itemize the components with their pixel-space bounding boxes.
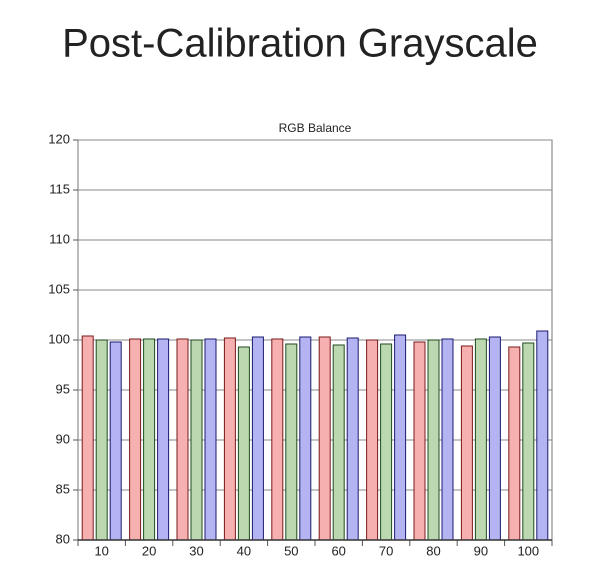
bar: [176, 338, 189, 541]
x-tick-label: 40: [237, 543, 251, 558]
y-tick-label: 85: [56, 481, 70, 496]
bar: [157, 338, 170, 541]
bar: [237, 346, 250, 541]
bar: [522, 342, 535, 541]
y-tick-label: 115: [49, 181, 70, 196]
bar: [271, 338, 284, 541]
bar: [380, 343, 393, 541]
y-tick-label: 110: [49, 231, 70, 246]
bar: [109, 341, 122, 541]
bar: [413, 341, 426, 541]
x-tick-label: 70: [379, 543, 393, 558]
bar: [366, 339, 379, 541]
bar: [81, 335, 94, 541]
x-tick-label: 90: [474, 543, 488, 558]
bar: [190, 339, 203, 541]
y-tick-label: 90: [56, 431, 70, 446]
bar: [474, 338, 487, 541]
bar: [346, 337, 359, 541]
bar: [318, 336, 331, 541]
x-tick-label: 100: [517, 543, 539, 558]
bar: [285, 343, 298, 541]
x-tick-label: 30: [189, 543, 203, 558]
y-tick-label: 80: [56, 531, 70, 546]
bar: [95, 339, 108, 541]
bar: [251, 336, 264, 541]
bar: [488, 336, 501, 541]
bar: [460, 345, 473, 541]
bar: [129, 338, 142, 541]
bar: [143, 338, 156, 541]
x-tick-label: 50: [284, 543, 298, 558]
chart-title: Post-Calibration Grayscale: [62, 22, 538, 66]
y-tick-label: 120: [48, 131, 70, 146]
bar: [441, 338, 454, 541]
bar: [223, 337, 236, 541]
bar: [508, 346, 521, 541]
bar: [299, 336, 312, 541]
bar: [536, 330, 549, 541]
x-tick-label: 10: [94, 543, 108, 558]
x-tick-label: 60: [331, 543, 345, 558]
bar: [332, 344, 345, 541]
bar: [204, 338, 217, 541]
bar: [394, 334, 407, 541]
x-tick-label: 20: [142, 543, 156, 558]
y-tick-label: 100: [48, 331, 70, 346]
y-tick-label: 105: [48, 281, 70, 296]
chart-subtitle: RGB Balance: [279, 121, 352, 135]
x-tick-label: 80: [426, 543, 440, 558]
y-tick-label: 95: [56, 381, 70, 396]
bar: [427, 339, 440, 541]
